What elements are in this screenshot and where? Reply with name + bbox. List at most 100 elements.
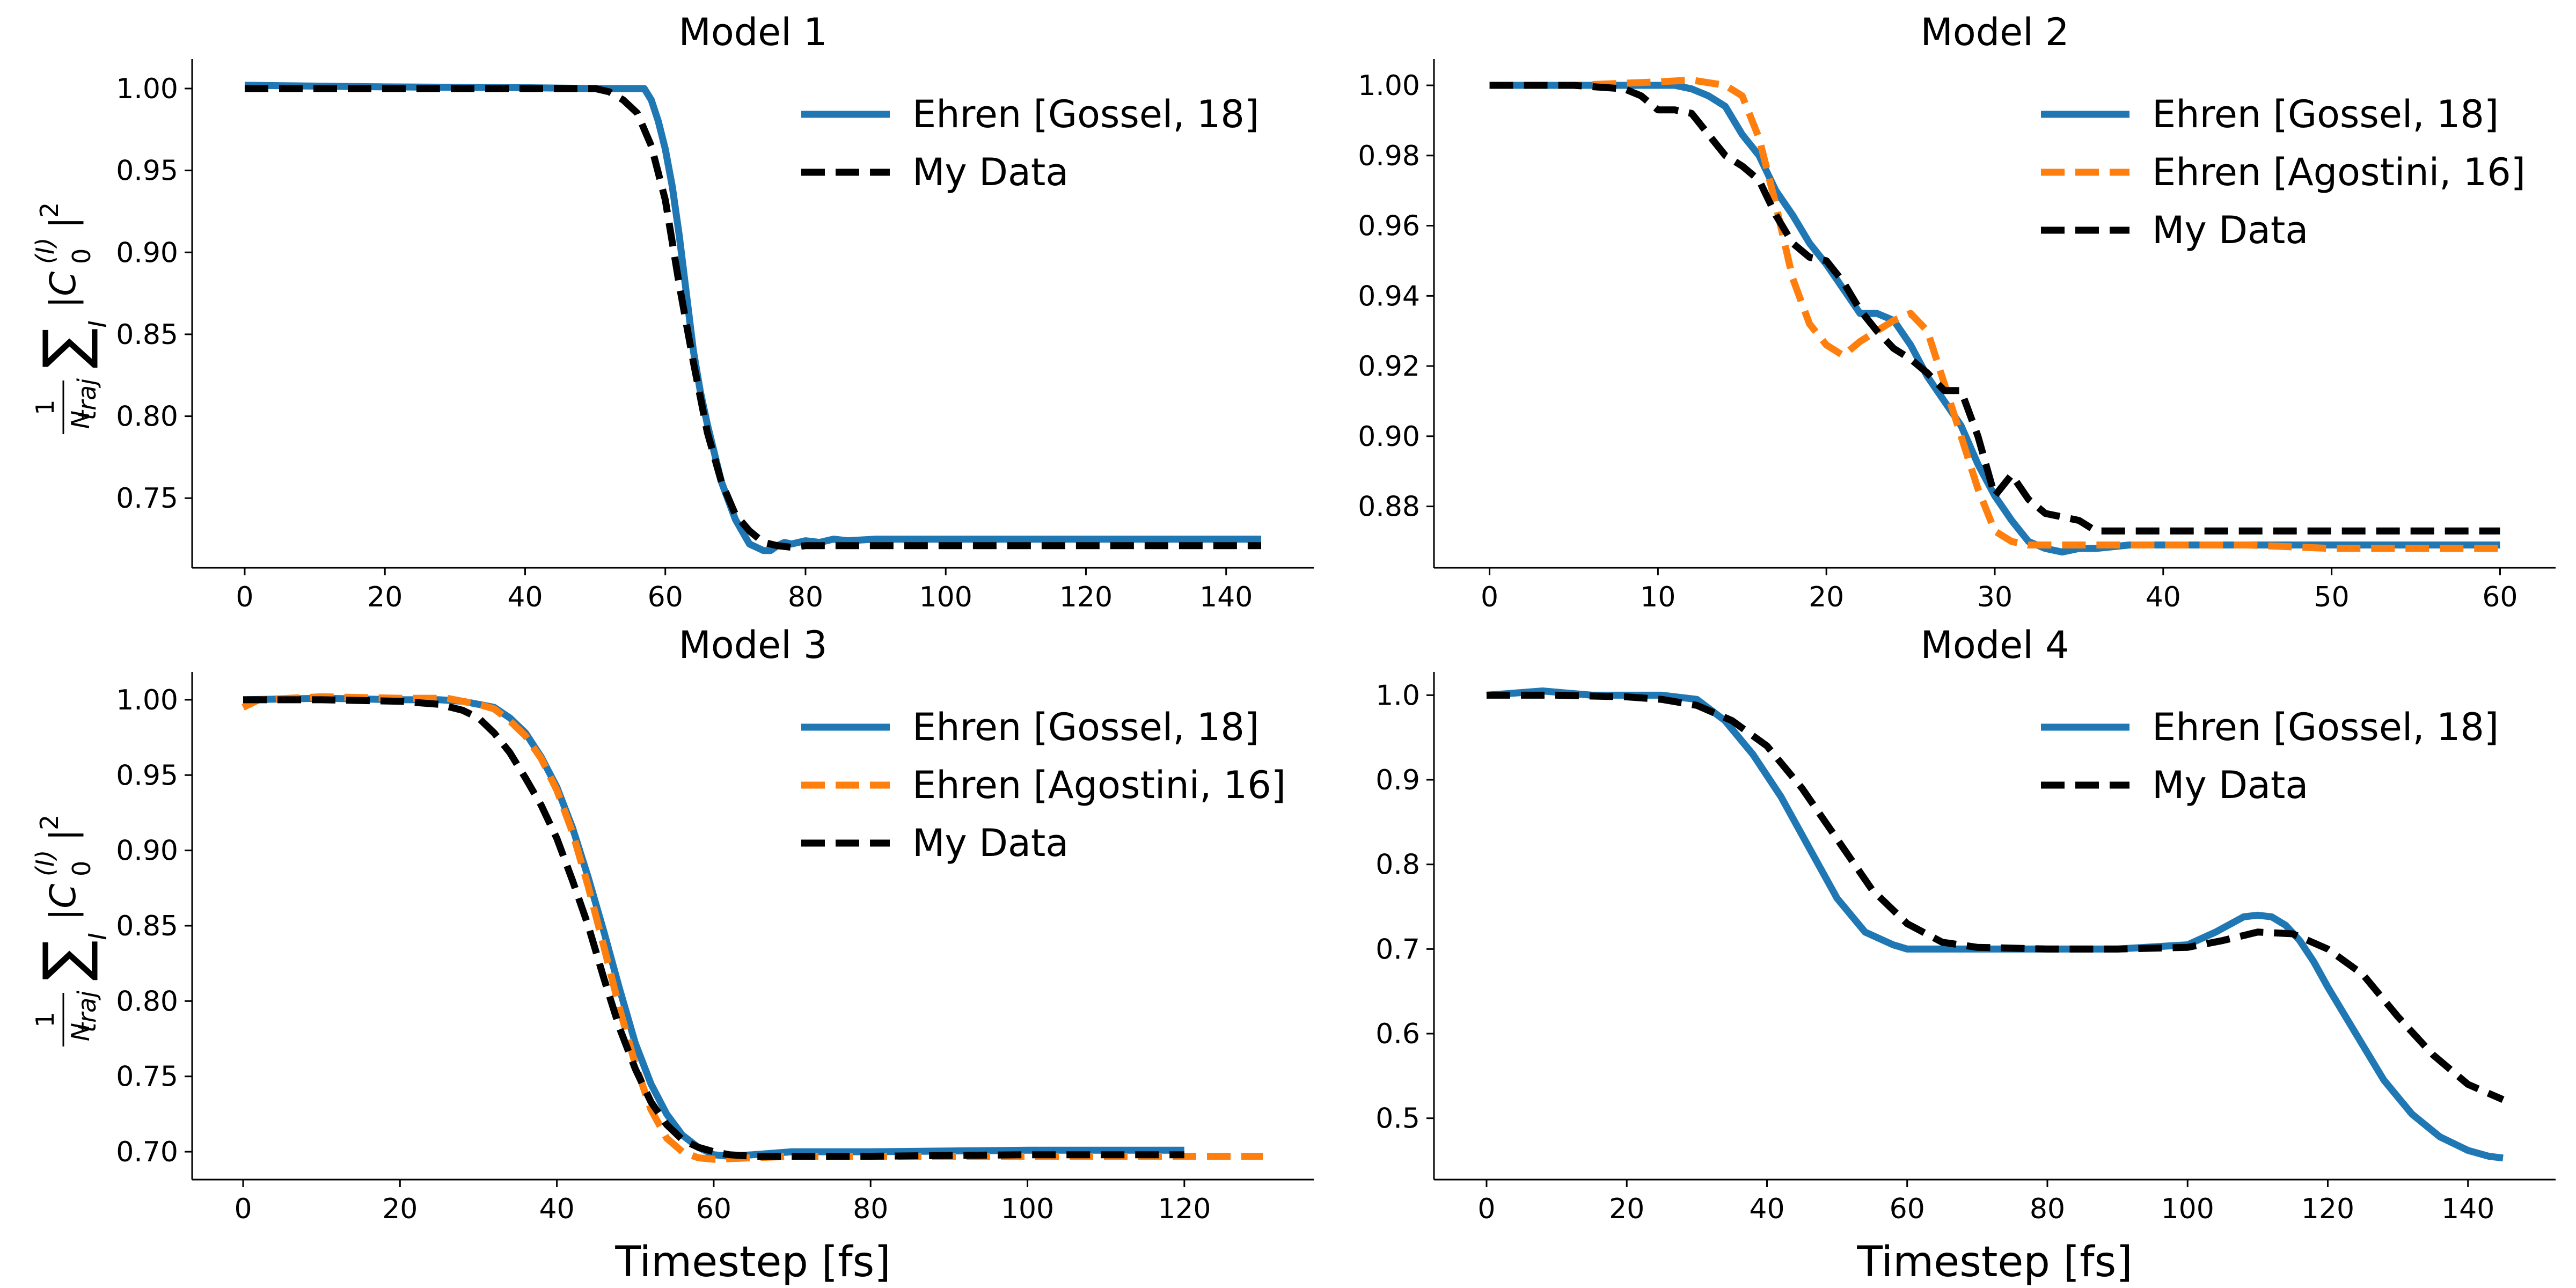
legend-entry: Ehren [Gossel, 18] (912, 92, 1259, 136)
y-tick-label: 0.75 (116, 482, 178, 515)
y-label-tail-sup: 2 (35, 202, 64, 218)
y-tick-label: 0.95 (116, 759, 178, 792)
y-label-body-sub: 0 (67, 861, 96, 876)
y-tick-label: 0.9 (1375, 764, 1420, 796)
y-tick-label: 0.90 (1358, 421, 1420, 453)
x-tick-label: 140 (1199, 581, 1253, 613)
legend: Ehren [Gossel, 18] Ehren [Agostini, 16] My… (801, 705, 1286, 865)
chart-title: Model 3 (679, 623, 828, 667)
series-line-ehren-gossel-18 (244, 82, 1261, 554)
y-tick-label: 0.70 (116, 1136, 178, 1168)
x-tick-label: 100 (1001, 1193, 1054, 1225)
series-line-my-data (1487, 691, 2505, 1103)
x-tick-label: 140 (2441, 1193, 2494, 1225)
y-label-body: |C (42, 272, 84, 308)
panel-model-1: 0 20 40 60 80 100 120 140 0.75 0.80 0.85 0.90 0.95 1.… (116, 10, 1314, 613)
y-tick-label: 0.85 (116, 319, 178, 351)
legend: Ehren [Gossel, 18] My Data (2041, 705, 2499, 807)
y-label-numerator: 1 (31, 1012, 60, 1027)
y-tick-label: 1.0 (1375, 679, 1420, 712)
x-axis-label: Timestep [fs] (614, 1238, 890, 1286)
y-tick-label: 0.75 (116, 1061, 178, 1093)
legend-entry: Ehren [Agostini, 16] (912, 763, 1286, 807)
y-label-sum-sub: I (83, 320, 112, 328)
y-label-denominator: N (66, 1023, 95, 1041)
y-label-tail: | (42, 217, 84, 229)
y-label-denominator: N (66, 411, 95, 429)
y-label-sum: ∑ (31, 328, 100, 368)
x-tick-label: 60 (2482, 581, 2518, 613)
y-tick-label: 1.00 (1358, 70, 1420, 102)
y-tick-label: 0.80 (116, 985, 178, 1018)
y-tick-label: 0.96 (1358, 210, 1420, 243)
x-tick-label: 120 (2301, 1193, 2354, 1225)
y-label-body-sup: (I) (31, 850, 60, 876)
y-label-body-sup: (I) (31, 238, 60, 264)
series-line-ehren-gossel-18 (1486, 687, 2504, 1162)
x-tick-label: 20 (367, 581, 402, 613)
x-tick-label: 80 (853, 1193, 888, 1225)
x-tick-label: 0 (234, 1193, 252, 1225)
legend-entry: Ehren [Agostini, 16] (2152, 150, 2526, 194)
y-tick-label: 0.90 (116, 835, 178, 867)
x-tick-label: 40 (2146, 581, 2181, 613)
x-tick-label: 20 (1809, 581, 1844, 613)
x-tick-label: 0 (1477, 1193, 1495, 1225)
x-tick-label: 10 (1640, 581, 1675, 613)
x-tick-label: 60 (696, 1193, 731, 1225)
panel-model-3: 0 20 40 60 80 100 120 0.70 0.75 0.80 0.85 0.90 0.95 1… (116, 623, 1314, 1286)
legend-entry: My Data (2152, 763, 2308, 807)
chart-title: Model 4 (1921, 623, 2069, 667)
y-label-sum: ∑ (31, 940, 100, 980)
y-tick-label: 0.8 (1375, 849, 1420, 881)
chart-title: Model 2 (1921, 10, 2069, 54)
y-label-denominator-sub: traj (72, 991, 101, 1033)
legend-entry: My Data (912, 150, 1069, 194)
legend-entry: My Data (912, 821, 1069, 865)
legend-entry: Ehren [Gossel, 18] (2152, 92, 2499, 136)
x-tick-label: 40 (539, 1193, 575, 1225)
y-tick-label: 0.92 (1358, 350, 1420, 383)
x-tick-label: 60 (648, 581, 683, 613)
y-label-body: |C (42, 884, 84, 920)
y-tick-label: 0.85 (116, 910, 178, 942)
x-tick-label: 30 (1977, 581, 2012, 613)
y-tick-label: 0.80 (116, 401, 178, 433)
x-tick-label: 50 (2314, 581, 2350, 613)
y-tick-label: 0.5 (1375, 1103, 1420, 1135)
panel-model-2: 0 10 20 30 40 50 60 0.88 0.90 0.92 0.94 0.96 0.98 1.0… (1358, 10, 2556, 613)
legend: Ehren [Gossel, 18] My Data (801, 92, 1259, 194)
x-tick-label: 100 (919, 581, 972, 613)
y-label-body-sub: 0 (67, 248, 96, 264)
panel-model-4: 0 20 40 60 80 100 120 140 0.5 0.6 0.7 0.8 0.9 1.0 Mode… (1375, 623, 2556, 1286)
y-tick-label: 0.88 (1358, 491, 1420, 523)
x-tick-label: 40 (507, 581, 543, 613)
y-tick-label: 0.7 (1375, 933, 1420, 965)
x-tick-label: 120 (1059, 581, 1113, 613)
legend: Ehren [Gossel, 18] Ehren [Agostini, 16] My… (2041, 92, 2526, 252)
x-tick-label: 20 (1609, 1193, 1644, 1225)
chart-title: Model 1 (679, 10, 828, 54)
y-tick-label: 0.95 (116, 155, 178, 187)
x-tick-label: 80 (788, 581, 823, 613)
y-tick-label: 0.98 (1358, 140, 1420, 172)
y-tick-label: 0.6 (1375, 1018, 1420, 1050)
x-tick-label: 100 (2161, 1193, 2214, 1225)
x-tick-label: 60 (1890, 1193, 1925, 1225)
series-line-my-data (243, 696, 1184, 1160)
x-tick-label: 0 (236, 581, 253, 613)
y-label-tail-sup: 2 (35, 815, 64, 830)
y-label-denominator-sub: traj (72, 378, 101, 420)
x-tick-label: 80 (2030, 1193, 2065, 1225)
x-axis-label: Timestep [fs] (1856, 1238, 2132, 1286)
y-tick-label: 1.00 (116, 73, 178, 105)
x-tick-label: 0 (1481, 581, 1498, 613)
legend-entry: Ehren [Gossel, 18] (2152, 705, 2499, 749)
series-line-my-data (1489, 82, 2500, 535)
series-line-my-data (245, 85, 1261, 551)
y-tick-label: 0.94 (1358, 280, 1420, 312)
y-label-tail: | (42, 829, 84, 841)
y-label-sum-sub: I (83, 933, 112, 940)
